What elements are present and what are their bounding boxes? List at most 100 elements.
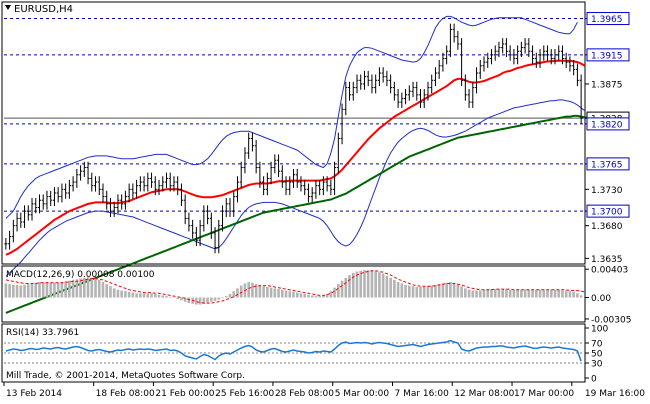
- macd-title: MACD(12,26,9) 0.00008 0.00100: [6, 270, 155, 280]
- price-candle: [415, 81, 419, 101]
- price-candle: [258, 161, 262, 188]
- price-candle: [433, 67, 437, 87]
- macd-histogram-bar: [557, 289, 561, 298]
- price-candle: [564, 52, 568, 68]
- macd-histogram-bar: [325, 294, 329, 298]
- price-candle: [318, 179, 322, 196]
- macd-histogram-bar: [374, 270, 377, 298]
- macd-axis-label: 0.00: [591, 294, 611, 304]
- slow-moving-average-line: [5, 114, 589, 314]
- price-axis-label: 1.3765: [591, 160, 623, 170]
- price-candle: [553, 49, 557, 65]
- price-candle: [150, 172, 154, 188]
- macd-histogram-bar: [299, 293, 303, 298]
- time-axis-label: 17 Mar 00:00: [514, 389, 574, 399]
- price-candle: [30, 198, 34, 221]
- copyright-text: Mill Trade, © 2001-2014, MetaQuotes Soft…: [6, 371, 245, 381]
- price-candle: [161, 176, 165, 192]
- price-candle: [411, 81, 415, 98]
- macd-histogram-bar: [206, 297, 209, 303]
- price-candle: [243, 147, 247, 174]
- price-candle: [131, 183, 135, 199]
- price-candle: [213, 227, 217, 254]
- price-candle: [45, 190, 49, 210]
- macd-histogram-bar: [411, 286, 415, 298]
- price-candle: [105, 190, 109, 210]
- price-axis-label: 1.3680: [591, 222, 623, 232]
- price-candle: [546, 45, 550, 61]
- price-candle: [538, 49, 542, 68]
- macd-histogram-bar: [404, 284, 407, 298]
- price-candle: [523, 38, 527, 54]
- macd-histogram-bar: [340, 280, 344, 298]
- price-candle: [460, 38, 464, 87]
- macd-histogram-bar: [101, 282, 105, 298]
- macd-histogram-bar: [378, 272, 381, 298]
- price-candle: [67, 179, 71, 199]
- price-candle: [463, 74, 467, 101]
- macd-histogram-bar: [139, 293, 142, 298]
- price-candle: [557, 45, 561, 61]
- price-candle: [295, 168, 299, 188]
- price-candle: [168, 172, 172, 192]
- price-candle: [340, 103, 344, 145]
- price-candle: [191, 219, 195, 239]
- macd-histogram-bar: [19, 285, 23, 298]
- price-candle: [183, 194, 187, 225]
- price-candle: [560, 45, 564, 65]
- macd-histogram-bar: [75, 279, 79, 298]
- rsi-axis-label: 70: [591, 340, 603, 350]
- price-candle: [221, 205, 225, 232]
- macd-histogram-bar: [157, 294, 161, 298]
- price-candle: [303, 179, 307, 196]
- price-candle: [206, 205, 210, 225]
- macd-histogram-bar: [210, 297, 213, 302]
- macd-histogram-bar: [307, 294, 310, 298]
- price-candle: [209, 212, 213, 239]
- price-candle: [262, 176, 266, 196]
- price-candle: [23, 205, 27, 228]
- price-candle: [187, 212, 191, 232]
- rsi-title: RSI(14) 33.7961: [6, 328, 79, 338]
- macd-histogram-bar: [512, 289, 516, 298]
- macd-histogram-bar: [26, 284, 30, 298]
- macd-histogram-bar: [363, 270, 366, 298]
- price-candle: [441, 52, 445, 72]
- macd-histogram-bar: [71, 279, 75, 298]
- price-candle: [37, 194, 41, 214]
- time-axis-label: 21 Feb 00:00: [155, 389, 214, 399]
- macd-histogram-bar: [292, 291, 295, 298]
- price-candle: [127, 183, 131, 203]
- price-axis-label: 1.3965: [591, 15, 623, 25]
- rsi-axis-label: 100: [591, 325, 608, 335]
- macd-histogram-bar: [456, 284, 460, 298]
- price-candle: [478, 59, 482, 79]
- price-candle: [8, 230, 12, 250]
- price-candle: [97, 176, 101, 196]
- price-candle: [512, 49, 516, 65]
- price-candle: [120, 194, 124, 210]
- price-candle: [176, 176, 180, 196]
- price-candle: [310, 187, 314, 203]
- macd-histogram-bar: [4, 283, 8, 298]
- macd-histogram-bar: [112, 288, 116, 298]
- macd-histogram-bar: [266, 286, 269, 298]
- macd-panel: MACD(12,26,9) 0.00008 0.00100 0.00403 0.0…: [1, 265, 631, 325]
- dropdown-triangle-icon[interactable]: [5, 5, 11, 10]
- time-axis-label: 12 Mar 08:00: [454, 389, 514, 399]
- macd-histogram-bar: [60, 282, 64, 298]
- price-level-label-box: [586, 48, 630, 62]
- price-candle: [217, 219, 221, 254]
- macd-histogram-bar: [64, 281, 67, 298]
- price-candle: [445, 45, 449, 65]
- price-candle: [108, 198, 112, 217]
- macd-histogram-bar: [303, 294, 307, 298]
- price-candle: [422, 89, 426, 108]
- price-candle: [157, 179, 161, 196]
- price-candle: [437, 59, 441, 79]
- macd-histogram-bar: [381, 273, 385, 298]
- macd-histogram-bar: [490, 289, 493, 298]
- macd-histogram-bar: [15, 284, 19, 298]
- macd-histogram-bar: [217, 297, 221, 300]
